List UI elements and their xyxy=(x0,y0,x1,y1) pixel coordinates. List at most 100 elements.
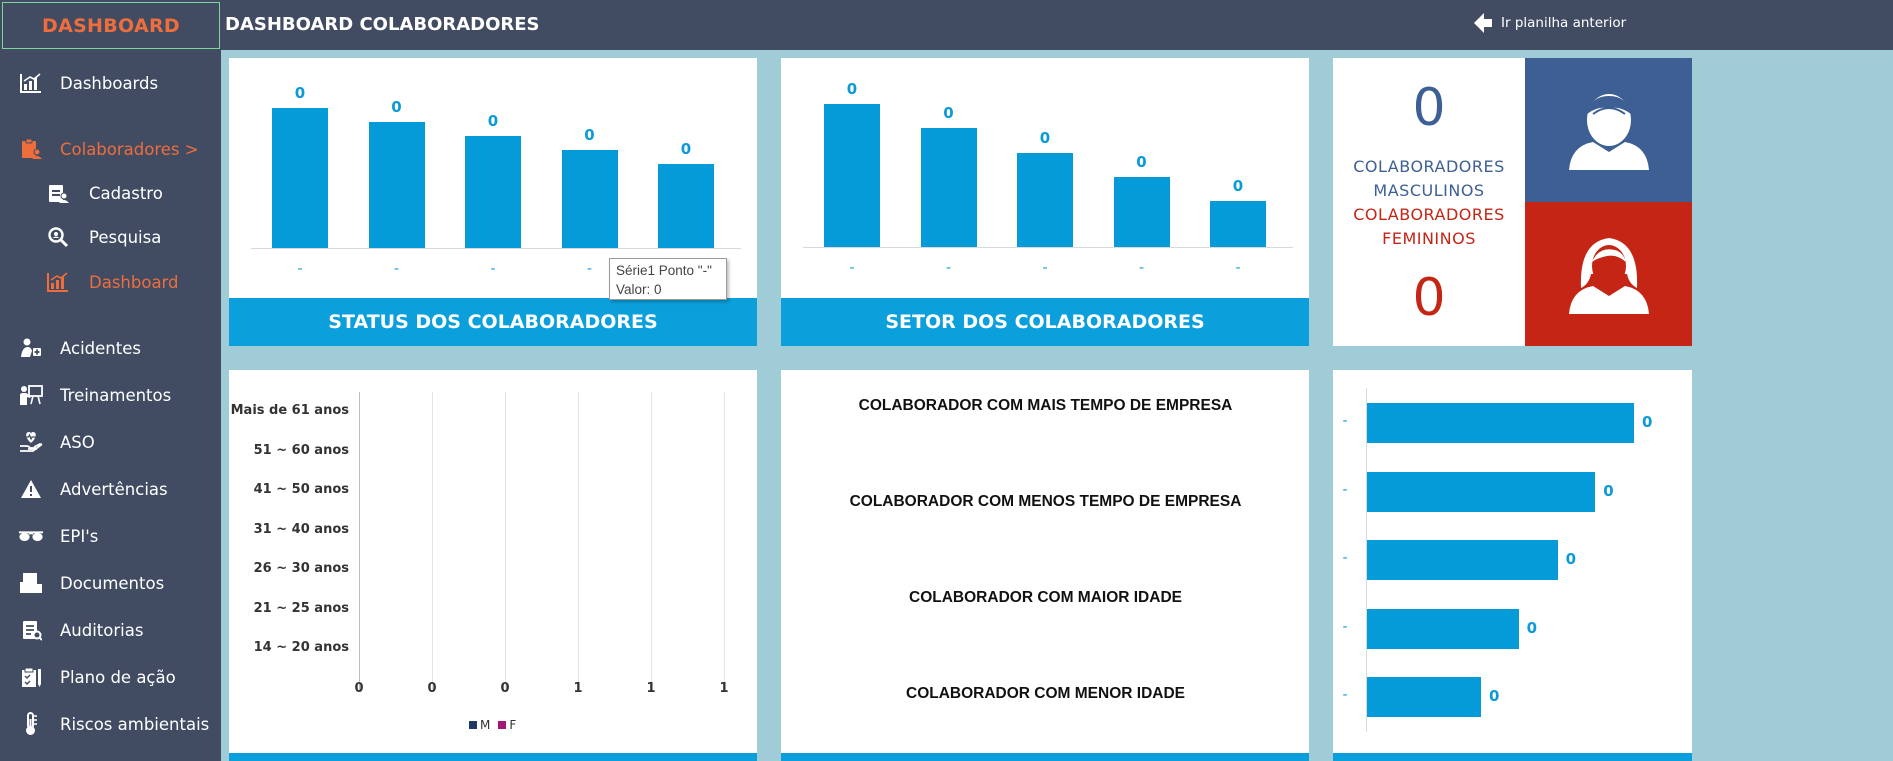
gridline xyxy=(578,392,579,690)
sidebar-item-auditorias[interactable]: Auditorias xyxy=(18,618,143,642)
status-chart-title: STATUS DOS COLABORADORES xyxy=(229,298,757,346)
female-label: COLABORADORES FEMININOS xyxy=(1353,205,1505,248)
age-category-label: 51 ~ 60 anos xyxy=(253,442,349,458)
sidebar-item-dashboards[interactable]: Dashboards xyxy=(18,71,158,95)
category-label: - xyxy=(1342,550,1348,566)
male-label: COLABORADORES MASCULINOS xyxy=(1353,157,1505,200)
sidebar-item-label: EPI's xyxy=(60,526,99,546)
legend-swatch-m xyxy=(469,721,477,729)
bar-data-label: 0 xyxy=(1565,550,1577,568)
documents-icon xyxy=(18,571,44,595)
arrow-left-icon xyxy=(1474,13,1492,33)
setor-chart-card: 0 - 0 - 0 - 0 - 0 - SETOR DOS COLABORADORES xyxy=(781,58,1309,346)
chart-bar xyxy=(1367,540,1558,580)
bar-data-label: 0 xyxy=(1232,177,1244,196)
chart-bar xyxy=(1017,152,1073,247)
sidebar-item-acidentes[interactable]: Acidentes xyxy=(18,336,141,360)
sidebar-item-label: Colaboradores > xyxy=(60,139,199,159)
bar-data-label: 0 xyxy=(1489,687,1500,705)
sidebar-item-label: Documentos xyxy=(60,573,165,593)
male-panel xyxy=(1525,58,1692,202)
sidebar-item-label: Acidentes xyxy=(60,338,141,358)
sidebar-item-label: Cadastro xyxy=(89,183,163,203)
chart-bar xyxy=(368,122,425,248)
chart-icon xyxy=(18,71,44,95)
x-tick-label: 1 xyxy=(646,681,656,696)
dashboard-logo-button[interactable]: DASHBOARD xyxy=(2,2,220,49)
bar-data-label: 0 xyxy=(943,104,954,123)
female-count: 0 xyxy=(1412,268,1446,328)
age-chart-card: 0 0 0 1 1 1 Mais de 61 anos 51 ~ 60 anos 41 ~ 50… xyxy=(229,370,757,761)
sidebar-item-riscos-ambientais[interactable]: Riscos ambientais xyxy=(18,712,209,736)
accident-icon xyxy=(18,336,44,360)
axis-line xyxy=(803,247,1293,248)
sidebar-item-colaboradores[interactable]: Colaboradores > xyxy=(18,137,199,161)
sidebar-item-label: Dashboard xyxy=(89,272,179,292)
glasses-icon xyxy=(18,524,44,548)
category-label: - xyxy=(1042,260,1048,276)
female-panel xyxy=(1525,202,1692,346)
sidebar-item-label: Riscos ambientais xyxy=(60,714,210,734)
gridline xyxy=(724,392,725,690)
chart-bar xyxy=(1367,608,1519,649)
bar-data-label: 0 xyxy=(846,80,858,98)
chart-bar xyxy=(1210,201,1266,247)
bar-data-label: 0 xyxy=(1039,128,1051,147)
rank-title-mais-tempo: COLABORADOR COM MAIS TEMPO DE EMPRESA xyxy=(858,397,1233,414)
sidebar-item-dashboard[interactable]: Dashboard xyxy=(45,270,179,294)
rank-title-menor-idade: COLABORADOR COM MENOR IDADE xyxy=(906,685,1185,702)
axis-line xyxy=(251,248,741,249)
top-bar: DASHBOARD COLABORADORES Ir planilha ante… xyxy=(221,0,1893,50)
chart-bar xyxy=(658,164,714,248)
sidebar-item-label: Plano de ação xyxy=(60,667,176,687)
sidebar-item-advertencias[interactable]: Advertências xyxy=(18,477,168,501)
warning-icon xyxy=(18,477,44,501)
category-label: - xyxy=(945,260,952,276)
audit-icon xyxy=(18,618,44,642)
sidebar-item-plano-de-acao[interactable]: Plano de ação xyxy=(18,665,176,689)
bar-data-label: 0 xyxy=(1526,618,1538,637)
logo-label: DASHBOARD xyxy=(42,14,180,37)
sidebar-item-treinamentos[interactable]: Treinamentos xyxy=(18,383,171,407)
bar-data-label: 0 xyxy=(584,126,595,144)
page-title: DASHBOARD COLABORADORES xyxy=(225,14,540,35)
sidebar-item-epis[interactable]: EPI's xyxy=(18,524,98,548)
back-link[interactable]: Ir planilha anterior xyxy=(1473,12,1626,34)
category-label: - xyxy=(586,261,593,277)
chart-bar xyxy=(1367,677,1481,717)
legend-label-m: M xyxy=(480,718,491,732)
sidebar-item-label: Treinamentos xyxy=(60,385,172,405)
search-icon xyxy=(45,225,71,249)
chart-bar xyxy=(824,104,880,247)
category-label: - xyxy=(490,261,496,277)
thermometer-icon xyxy=(18,712,44,736)
card-footer-strip xyxy=(229,753,757,761)
age-category-label: 41 ~ 50 anos xyxy=(253,482,349,497)
sidebar-item-cadastro[interactable]: Cadastro xyxy=(45,181,163,205)
female-user-icon xyxy=(1568,238,1649,314)
bar-data-label: 0 xyxy=(1603,481,1614,500)
axis-line xyxy=(1366,388,1367,732)
hbar-chart-card: 0 - 0 - 0 - 0 - 0 - xyxy=(1333,370,1692,761)
age-category-label: 26 ~ 30 anos xyxy=(253,561,349,576)
age-category-label: 21 ~ 25 anos xyxy=(253,600,349,616)
gender-card: 0 COLABORADORES MASCULINOS COLABORADORES… xyxy=(1333,58,1692,346)
sidebar-item-documentos[interactable]: Documentos xyxy=(18,571,164,595)
category-label: - xyxy=(1342,481,1348,498)
category-label: - xyxy=(1342,687,1348,703)
sidebar-item-label: Auditorias xyxy=(60,620,144,640)
card-footer-strip xyxy=(1333,753,1692,761)
bar-data-label: 0 xyxy=(1642,413,1653,431)
chart-bar xyxy=(1367,403,1634,443)
male-count: 0 xyxy=(1412,78,1446,138)
category-label: - xyxy=(1235,260,1241,276)
health-icon xyxy=(18,430,44,454)
gridline xyxy=(651,392,652,690)
male-user-icon xyxy=(1568,94,1649,170)
bar-data-label: 0 xyxy=(391,98,402,116)
bar-data-label: 0 xyxy=(294,84,306,102)
tooltip-value: Valor: 0 xyxy=(616,282,662,297)
sidebar-item-aso[interactable]: ASO xyxy=(18,430,95,454)
tooltip-series: Série1 Ponto "-" xyxy=(616,263,712,278)
sidebar-item-pesquisa[interactable]: Pesquisa xyxy=(45,225,161,249)
